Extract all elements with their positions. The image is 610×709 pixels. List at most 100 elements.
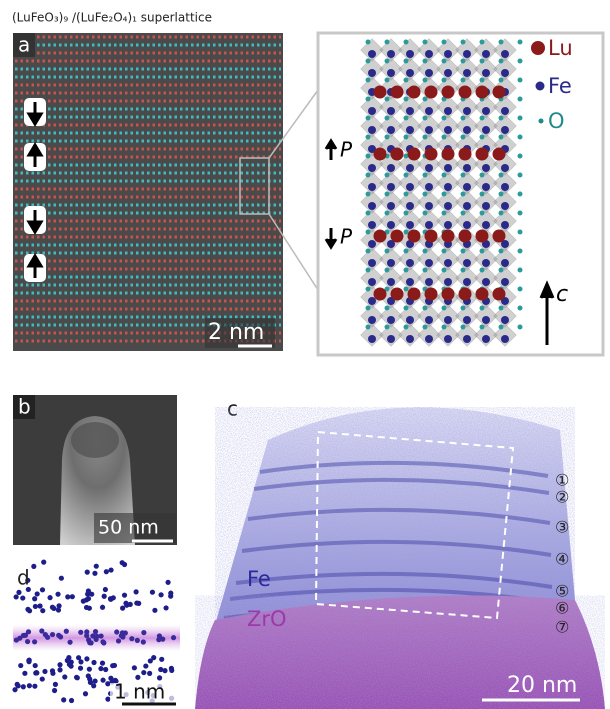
atom-dot [33,604,38,609]
lu-atom [459,230,472,243]
fe-atom [463,126,471,134]
fe-atom [444,69,452,77]
atom-dot [56,607,61,612]
lu-atom [391,288,404,301]
o-atom [442,116,447,121]
lu-atom [425,148,438,161]
o-atom [423,116,428,121]
o-atom [499,173,504,178]
fe-atom [482,316,490,324]
fe-atom [482,164,490,172]
fe-atom [425,183,433,191]
fe-atom [444,278,452,286]
lu-atom [476,148,489,161]
o-atom [385,59,390,64]
o-atom [404,173,409,178]
lu-atom [408,230,421,243]
fe-atom [406,316,414,324]
atom-dot [92,678,97,683]
o-atom [385,192,390,197]
atom-dot [27,608,32,613]
atom-dot [150,590,155,595]
o-atom [385,135,390,140]
fe-atom [387,183,395,191]
species-label: ZrO [247,607,287,631]
fe-atom [482,335,490,343]
fe-atom [482,278,490,286]
atom-dot [102,594,107,599]
lu-atom [493,288,506,301]
o-atom [442,135,447,140]
fe-atom [406,259,414,267]
o-atom [461,306,466,311]
lu-atom [425,230,438,243]
fe-atom [501,335,509,343]
legend-marker [536,82,545,91]
fe-atom [425,126,433,134]
o-atom [442,211,447,216]
atom-dot [116,638,121,643]
o-atom [480,268,485,273]
atom-dot [162,668,167,673]
fe-atom [406,221,414,229]
atom-dot [98,666,103,671]
atom-dot [15,682,20,687]
layer-number: ④ [555,550,569,569]
fe-atom [425,164,433,172]
lu-atom [391,86,404,99]
o-atom [442,59,447,64]
o-atom [442,325,447,330]
o-atom [518,268,523,273]
atom-dot [87,667,92,672]
lu-atom [442,288,455,301]
atom-dot [78,666,83,671]
o-atom [366,59,371,64]
atom-dot [59,576,64,581]
o-atom [518,116,523,121]
lu-atom [374,230,387,243]
fe-atom [444,221,452,229]
atom-dot [92,571,97,576]
legend-label: O [548,109,565,133]
atom-dot [27,658,32,663]
fe-atom [482,221,490,229]
legend-marker [531,41,545,55]
o-atom [404,268,409,273]
o-atom [442,268,447,273]
fe-atom [463,316,471,324]
o-atom [518,97,523,102]
o-atom [404,287,409,292]
atom-dot [105,697,110,702]
fe-atom [463,335,471,343]
o-atom [518,306,523,311]
o-atom [366,249,371,254]
o-atom [385,97,390,102]
atom-dot [91,660,96,665]
fe-atom [368,297,376,305]
atom-dot [100,661,105,666]
atom-dot [159,657,164,662]
o-atom [385,116,390,121]
o-atom [461,249,466,254]
scale-bar-label: 50 nm [98,517,159,539]
atom-dot [171,635,176,640]
atom-dot [40,676,45,681]
panel-label: a [18,33,30,57]
o-atom [423,211,428,216]
o-atom [480,116,485,121]
o-atom [480,173,485,178]
atom-dot [50,605,55,610]
fe-atom [406,202,414,210]
o-atom [404,78,409,83]
fe-atom [406,164,414,172]
o-atom [461,116,466,121]
lu-atom [493,86,506,99]
o-atom [366,97,371,102]
o-atom [518,135,523,140]
lu-atom [425,288,438,301]
axis-label: c [556,282,568,307]
atom-dot [61,697,66,702]
atom-dot [134,589,139,594]
fe-atom [368,202,376,210]
atom-dot [122,593,127,598]
